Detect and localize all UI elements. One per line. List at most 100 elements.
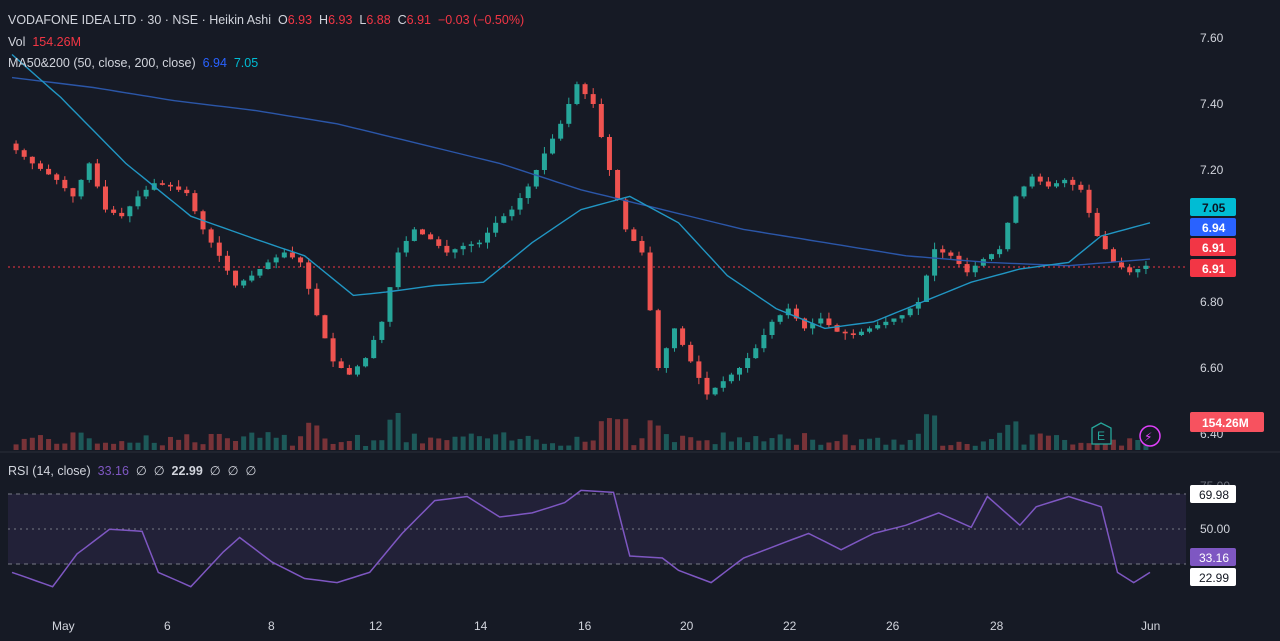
candle-body bbox=[891, 318, 897, 322]
candle-body bbox=[907, 308, 913, 316]
time-tick: Jun bbox=[1141, 619, 1160, 633]
time-tick: 12 bbox=[369, 619, 383, 633]
candle-body bbox=[444, 245, 450, 253]
ma-legend[interactable]: MA50&200 (50, close, 200, close) 6.94 7.… bbox=[8, 56, 258, 70]
candle-body bbox=[306, 262, 312, 289]
candle-body bbox=[54, 174, 60, 180]
candle-body bbox=[728, 374, 734, 382]
candle-body bbox=[485, 232, 491, 243]
volume-bar bbox=[769, 438, 775, 450]
volume-bar bbox=[867, 438, 873, 450]
candle-body bbox=[411, 229, 417, 241]
candle-body bbox=[712, 387, 718, 395]
candle-body bbox=[858, 331, 864, 335]
candle-body bbox=[460, 245, 466, 250]
candle-body bbox=[1062, 179, 1068, 184]
earnings-marker[interactable]: E bbox=[1091, 422, 1112, 445]
candle-body bbox=[802, 318, 808, 329]
rsi-legend[interactable]: RSI (14, close) 33.16 ∅ ∅ 22.99 ∅ ∅ ∅ bbox=[8, 463, 256, 478]
candle-body bbox=[988, 254, 994, 260]
volume-bar bbox=[184, 434, 190, 450]
low-label: L bbox=[359, 13, 367, 27]
volume-bar bbox=[558, 445, 564, 450]
candle-body bbox=[639, 240, 645, 253]
price-tick: 6.60 bbox=[1200, 361, 1224, 375]
volume-bar bbox=[265, 432, 271, 450]
volume-bar bbox=[143, 435, 149, 450]
price-panel[interactable] bbox=[8, 53, 1186, 451]
ma50-badge: 6.94 bbox=[1202, 221, 1226, 235]
candle-body bbox=[1143, 265, 1149, 269]
candle-body bbox=[826, 318, 832, 326]
candle-body bbox=[688, 344, 694, 362]
volume-bar bbox=[655, 425, 661, 450]
rsi-panel[interactable] bbox=[8, 489, 1186, 588]
candle-body bbox=[582, 84, 588, 95]
candles-group bbox=[13, 81, 1149, 400]
candle-body bbox=[533, 170, 539, 187]
volume-bar bbox=[1110, 439, 1116, 450]
candle-body bbox=[940, 249, 946, 253]
symbol-legend[interactable]: VODAFONE IDEA LTD · 30 · NSE · Heikin As… bbox=[8, 13, 525, 27]
volume-bar bbox=[322, 438, 328, 450]
ma200-value: 7.05 bbox=[233, 56, 259, 70]
volume-bar bbox=[468, 433, 474, 450]
volume-bar bbox=[387, 419, 393, 450]
volume-bar bbox=[1135, 439, 1141, 450]
candle-body bbox=[403, 240, 409, 253]
candle-body bbox=[330, 338, 336, 362]
volume-bar bbox=[273, 437, 279, 450]
volume-bar bbox=[598, 421, 604, 450]
volume-badge: 154.26M bbox=[1202, 416, 1249, 430]
candle-body bbox=[346, 368, 352, 375]
volume-bar bbox=[704, 440, 710, 450]
volume-bar bbox=[525, 435, 531, 450]
candle-body bbox=[1086, 189, 1092, 213]
candle-body bbox=[468, 244, 474, 246]
symbol-name: VODAFONE IDEA LTD bbox=[8, 13, 137, 27]
candle-body bbox=[810, 323, 816, 329]
volume-legend[interactable]: Vol 154.26M bbox=[8, 35, 81, 49]
candle-body bbox=[1119, 262, 1125, 268]
volume-bar bbox=[29, 437, 35, 450]
volume-bar bbox=[997, 432, 1003, 450]
candle-body bbox=[745, 358, 751, 368]
candle-body bbox=[184, 189, 190, 194]
time-tick: 16 bbox=[578, 619, 592, 633]
volume-bar bbox=[13, 444, 19, 450]
candle-body bbox=[720, 381, 726, 388]
candle-body bbox=[655, 310, 661, 368]
time-axis: May 6 8 12 14 16 20 22 26 28 Jun bbox=[52, 619, 1160, 633]
candle-body bbox=[241, 280, 247, 286]
volume-bar bbox=[127, 442, 133, 450]
volume-bar bbox=[1070, 444, 1076, 450]
rsi-value: 33.16 bbox=[97, 464, 129, 478]
volume-bar bbox=[493, 434, 499, 450]
rsi-line bbox=[11, 489, 1151, 588]
volume-bar bbox=[915, 433, 921, 450]
volume-bar bbox=[1119, 445, 1125, 450]
volume-bar bbox=[1127, 438, 1133, 450]
candle-body bbox=[1135, 269, 1141, 273]
volume-bar bbox=[1005, 424, 1011, 450]
candle-body bbox=[1078, 184, 1084, 190]
candle-body bbox=[777, 315, 783, 322]
volume-bar bbox=[956, 441, 962, 450]
dividend-marker[interactable]: ⚡ bbox=[1139, 425, 1161, 447]
candle-body bbox=[761, 335, 767, 349]
volume-bar bbox=[696, 440, 702, 450]
candle-body bbox=[1021, 186, 1027, 197]
candle-body bbox=[86, 163, 92, 180]
volume-bar bbox=[46, 439, 52, 450]
candle-body bbox=[249, 275, 255, 281]
candle-body bbox=[265, 262, 271, 269]
candle-body bbox=[1102, 236, 1108, 250]
volume-bar bbox=[1021, 444, 1027, 450]
candle-body bbox=[1127, 267, 1133, 273]
volume-bar bbox=[842, 434, 848, 450]
candle-body bbox=[281, 252, 287, 258]
volume-bar bbox=[1037, 433, 1043, 450]
candle-body bbox=[322, 315, 328, 339]
candle-body bbox=[932, 249, 938, 276]
